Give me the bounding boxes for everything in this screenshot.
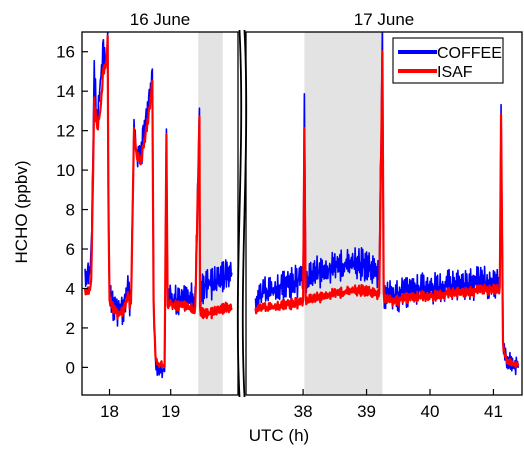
panel-frame	[81, 31, 239, 396]
panel-title: 17 June	[354, 10, 415, 29]
y-tick-label: 6	[66, 240, 75, 259]
x-tick-label: 40	[421, 402, 440, 421]
series-group	[254, 32, 520, 376]
legend-box	[392, 37, 504, 84]
break-line	[241, 29, 248, 398]
panel-1: 18 19 16 June 0 2 4 6 8 10 12 14 16	[56, 10, 239, 421]
legend-label-isaf: ISAF	[437, 64, 473, 81]
y-tick-label: 2	[66, 319, 75, 338]
x-tick-label: 18	[100, 402, 119, 421]
y-tick-label: 14	[56, 82, 75, 101]
x-tick-label: 41	[484, 402, 503, 421]
y-tick-label: 12	[56, 122, 75, 141]
series-line-coffee	[254, 32, 520, 376]
y-axis-label-layer: HCHO (ppbv)	[12, 161, 31, 264]
panels-layer: 18 19 16 June 0 2 4 6 8 10 12 14 16 38 39 40 41 17 June	[56, 10, 523, 421]
y-tick-label: 0	[66, 358, 75, 377]
series-group	[83, 32, 233, 379]
break-line	[236, 29, 243, 398]
x-axis-label: UTC (h)	[249, 426, 309, 445]
x-tick-label: 38	[294, 402, 313, 421]
series-line-isaf	[83, 34, 233, 369]
series-line-isaf	[254, 50, 520, 369]
y-axis-label: HCHO (ppbv)	[12, 161, 31, 264]
panel-frame	[245, 31, 523, 396]
axis-break-marker	[236, 29, 248, 398]
panel-title: 16 June	[130, 10, 191, 29]
y-tick-label: 8	[66, 201, 75, 220]
panel-2: 38 39 40 41 17 June	[245, 10, 523, 421]
y-tick-label: 16	[56, 43, 75, 62]
legend-label-coffee: COFFEE	[437, 45, 502, 62]
legend: COFFEE ISAF	[392, 37, 504, 84]
y-tick-label: 4	[66, 279, 75, 298]
x-tick-label: 39	[357, 402, 376, 421]
shaded-region	[198, 32, 223, 395]
shaded-region	[304, 32, 383, 395]
x-tick-label: 19	[161, 402, 180, 421]
y-tick-label: 10	[56, 161, 75, 180]
